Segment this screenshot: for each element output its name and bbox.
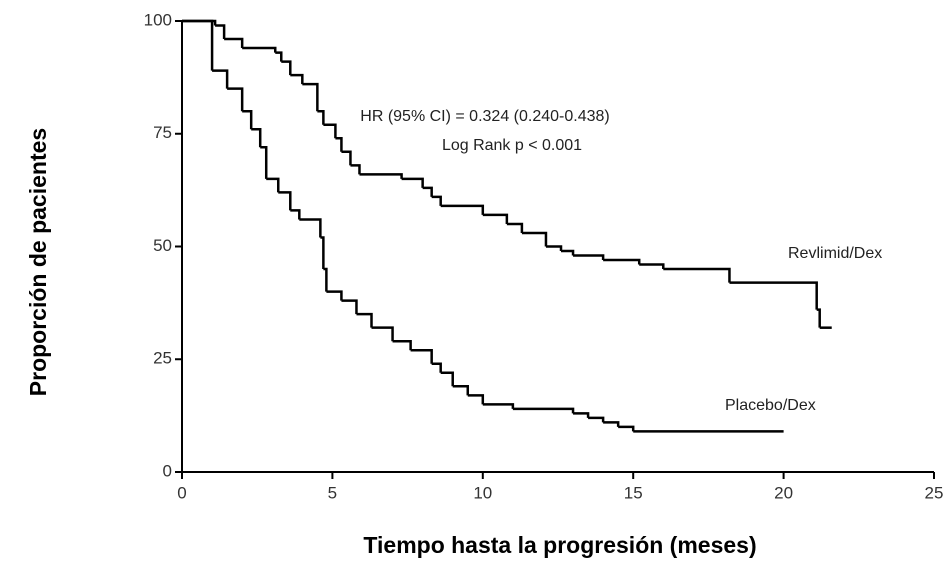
survival-step [290,73,304,85]
survival-step [440,204,485,215]
x-tick-label: 15 [624,483,643,502]
x-tick-label: 0 [177,483,186,502]
x-tick-label: 10 [473,483,492,502]
survival-step [618,425,635,432]
survival-step [212,69,229,89]
survival-step [410,348,433,364]
series-label: Placebo/Dex [725,397,816,414]
survival-step [603,258,641,265]
survival-step [588,416,605,423]
survival-step [341,150,352,166]
survival-step [371,326,394,342]
survival-step [561,249,575,256]
survival-step [323,267,328,292]
survival-step [729,281,818,310]
survival-step [359,173,403,179]
x-tick-label: 25 [925,483,944,502]
survival-step [299,218,322,238]
survival-step [281,60,292,76]
survival-step [816,308,821,328]
survival-step [467,394,485,405]
x-tick-label: 20 [774,483,793,502]
survival-step [603,421,620,427]
survival-step [350,164,361,175]
survival-step [431,362,442,373]
survival-step [215,24,226,40]
survival-step [278,191,292,211]
survival-step [341,299,358,315]
survival-step [326,290,343,301]
y-axis-title: Proporción de pacientes [25,128,51,396]
survival-step [440,371,454,387]
survival-step [639,263,665,270]
survival-step [182,19,214,71]
survival-step [317,109,325,125]
y-tick-label: 100 [144,10,172,29]
survival-step [512,407,575,414]
survival-step [422,186,433,197]
survival-step [431,195,442,206]
survival-step [224,37,244,49]
survival-step [392,339,412,351]
survival-step [251,127,262,148]
survival-step [482,213,509,224]
survival-step [227,87,244,112]
survival-step [521,231,548,247]
survival-step [452,385,470,396]
survival-step [320,236,325,270]
survival-step [323,123,337,139]
x-axis-title: Tiempo hasta la progresión (meses) [363,532,756,558]
survival-step [242,109,253,130]
survival-step [335,137,343,152]
survival-step [482,403,515,409]
survival-step [506,222,524,233]
survival-step [260,146,268,179]
y-tick-label: 75 [153,123,172,142]
survival-step [302,82,319,112]
survival-step [356,312,373,328]
y-tick-label: 0 [163,461,172,480]
survival-step [663,267,731,283]
annotation: HR (95% CI) = 0.324 (0.240-0.438) [360,108,609,125]
survival-step [545,245,563,252]
y-tick-label: 50 [153,236,172,255]
survival-step [242,46,277,53]
survival-step [266,177,280,193]
survival-step [275,51,283,62]
y-tick-label: 25 [153,349,172,368]
survival-step [573,412,590,418]
series-label: Revlimid/Dex [788,245,882,262]
survival-step [290,209,301,220]
annotation: Log Rank p < 0.001 [442,137,582,154]
survival-step [573,254,605,261]
survival-step [401,177,424,188]
x-tick-label: 5 [328,483,337,502]
